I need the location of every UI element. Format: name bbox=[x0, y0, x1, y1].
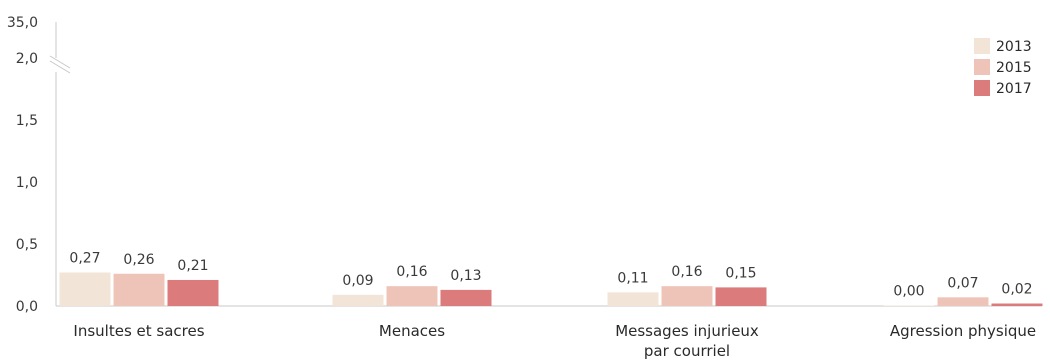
bar bbox=[607, 292, 659, 306]
y-tick-label: 2,0 bbox=[16, 51, 38, 67]
data-label: 0,16 bbox=[671, 264, 702, 280]
legend-label: 2017 bbox=[996, 81, 1032, 97]
data-label: 0,07 bbox=[947, 275, 978, 291]
legend-swatch bbox=[974, 38, 990, 54]
bar bbox=[991, 303, 1043, 306]
legend-swatch bbox=[974, 59, 990, 75]
bar bbox=[386, 286, 438, 306]
category-label: Messages injurieux bbox=[615, 322, 759, 340]
axes: 0,0 0,5 1,0 1,5 2,0 35,0 bbox=[7, 15, 1042, 315]
bar bbox=[59, 272, 111, 306]
y-tick-label: 0,5 bbox=[16, 237, 38, 253]
bar bbox=[937, 297, 989, 306]
bar bbox=[883, 305, 935, 306]
bar bbox=[113, 273, 165, 306]
category-label: Menaces bbox=[379, 322, 445, 340]
data-label: 0,02 bbox=[1001, 282, 1032, 298]
bars bbox=[59, 272, 1043, 306]
category-label: par courriel bbox=[644, 342, 730, 360]
axis-break-mark bbox=[49, 60, 71, 74]
data-label: 0,11 bbox=[617, 270, 648, 286]
data-label: 0,26 bbox=[123, 252, 154, 268]
y-tick-label: 0,0 bbox=[16, 299, 38, 315]
legend-label: 2013 bbox=[996, 39, 1032, 55]
data-label: 0,00 bbox=[893, 284, 924, 300]
category-labels: Insultes et sacres Menaces Messages injuri… bbox=[73, 322, 1036, 360]
y-tick-label: 35,0 bbox=[7, 15, 38, 31]
bar bbox=[715, 287, 767, 306]
y-tick-label: 1,0 bbox=[16, 175, 38, 191]
bar bbox=[167, 279, 219, 306]
data-label: 0,16 bbox=[396, 264, 427, 280]
y-tick-label: 1,5 bbox=[16, 113, 38, 129]
bar bbox=[661, 286, 713, 306]
data-label: 0,27 bbox=[69, 251, 100, 267]
category-label: Agression physique bbox=[890, 322, 1036, 340]
legend-swatch bbox=[974, 80, 990, 96]
data-labels: 0,27 0,09 0,11 0,00 0,26 0,16 0,16 0,07 0,21 0,13… bbox=[69, 251, 1032, 300]
legend: 2013 2015 2017 bbox=[974, 38, 1032, 97]
data-label: 0,21 bbox=[177, 258, 208, 274]
category-label: Insultes et sacres bbox=[73, 322, 204, 340]
legend-label: 2015 bbox=[996, 60, 1032, 76]
data-label: 0,13 bbox=[450, 268, 481, 284]
bar bbox=[332, 294, 384, 306]
bar bbox=[440, 289, 492, 306]
data-label: 0,15 bbox=[725, 265, 756, 281]
axis-break-mark bbox=[49, 55, 71, 69]
data-label: 0,09 bbox=[342, 273, 373, 289]
